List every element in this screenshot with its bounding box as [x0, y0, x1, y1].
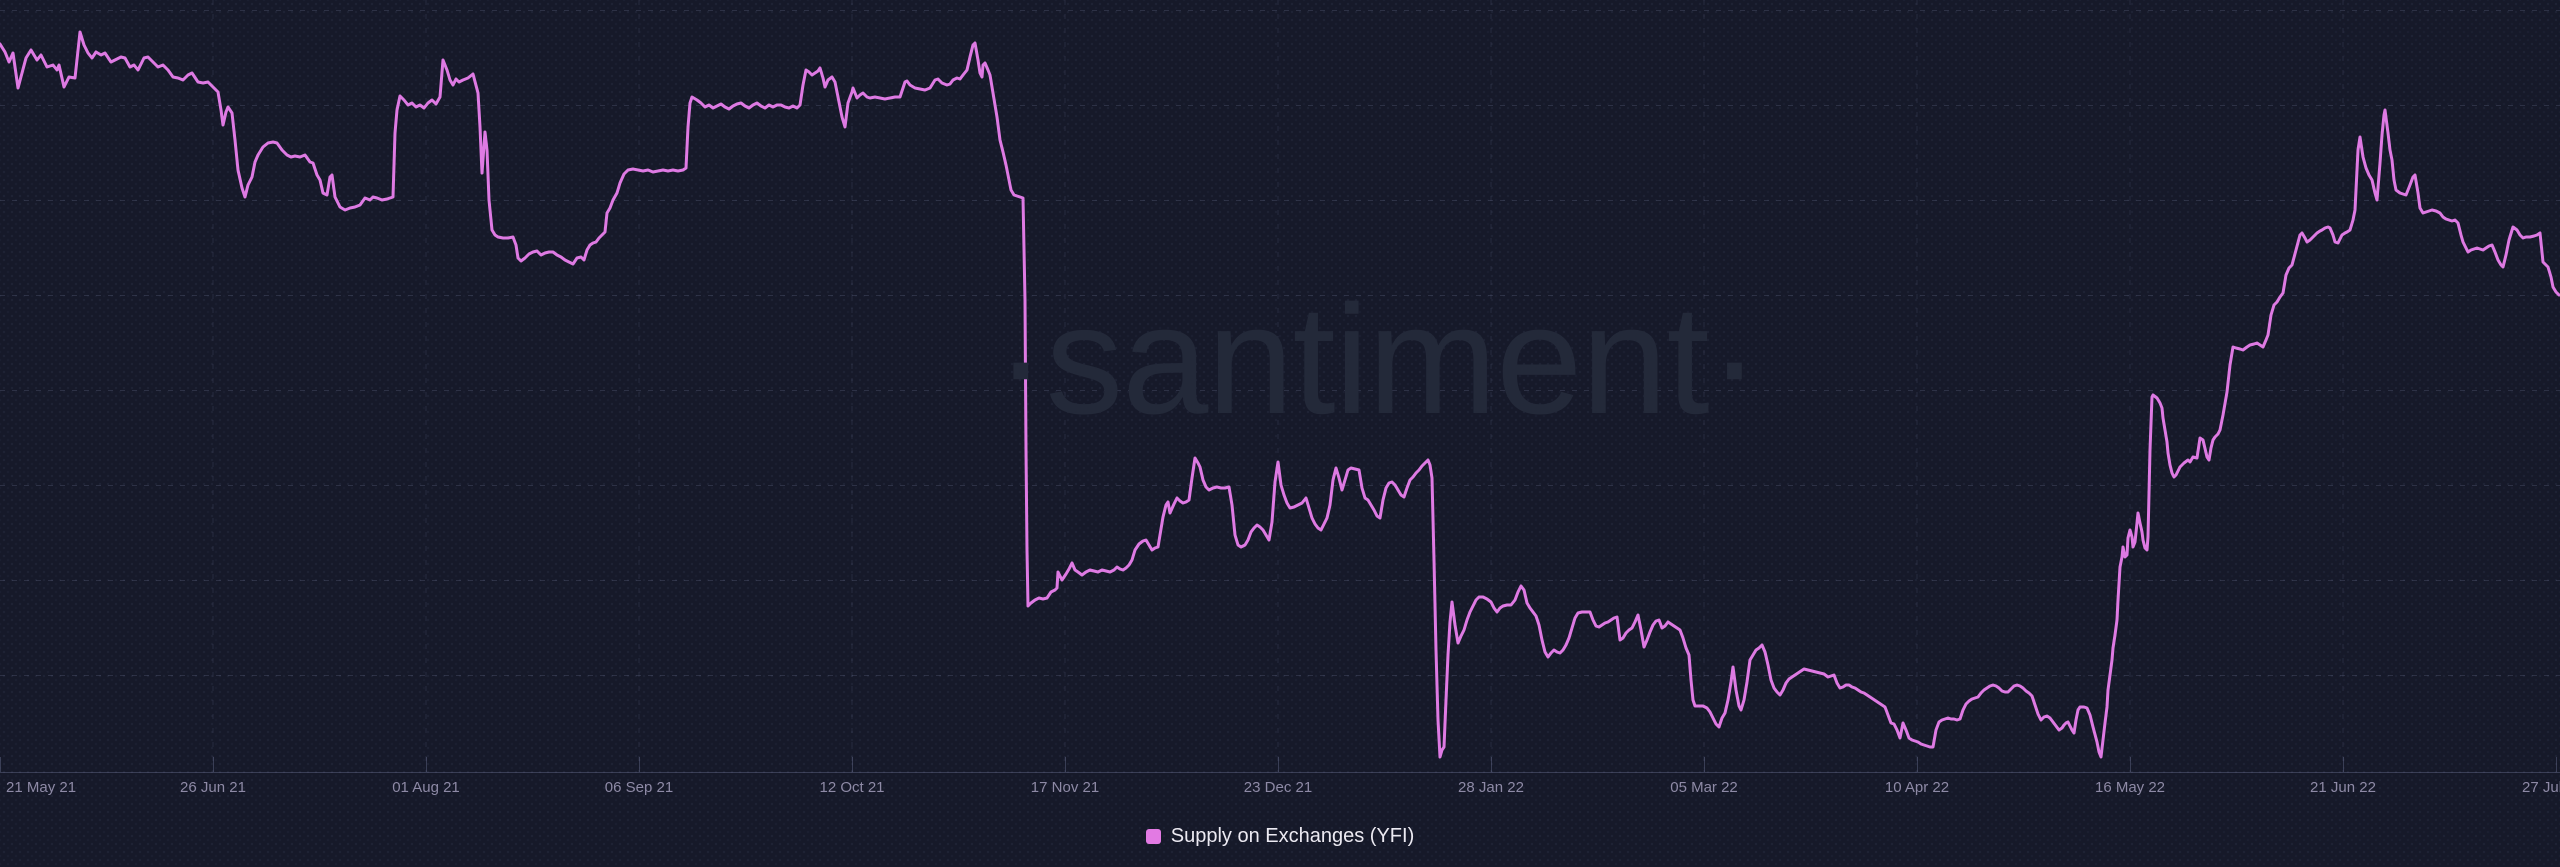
x-axis-label: 21 Jun 22 — [2310, 779, 2376, 796]
legend-item-supply-on-exchanges[interactable]: Supply on Exchanges (YFI) — [1145, 824, 1415, 848]
x-axis-label: 06 Sep 21 — [604, 779, 674, 796]
series-line-supply-on-exchanges — [0, 30, 2560, 759]
x-axis-label: 01 Aug 21 — [392, 779, 460, 796]
x-axis-label: 12 Oct 21 — [819, 779, 885, 796]
x-axis: 21 May 21 26 Jun 21 01 Aug 21 06 Sep 21 12 O… — [0, 779, 2560, 797]
x-axis-label: 26 Jun 21 — [180, 779, 246, 796]
series-swatch-icon — [1145, 828, 1161, 844]
legend-series-label: Supply on Exchanges (YFI) — [1170, 824, 1415, 847]
x-axis-label: 21 May 21 — [6, 779, 77, 796]
x-axis-label: 05 Mar 22 — [1670, 779, 1738, 796]
x-axis-label: 23 Dec 21 — [1243, 779, 1313, 796]
x-axis-label: 10 Apr 22 — [1884, 779, 1950, 796]
x-axis-label: 16 May 22 — [2094, 779, 2166, 796]
x-axis-label: 28 Jan 22 — [1458, 779, 1524, 796]
x-axis-label: 17 Nov 21 — [1030, 779, 1100, 796]
chart-legend: Supply on Exchanges (YFI) — [0, 822, 2560, 850]
x-axis-label: 27 Jul — [2522, 779, 2560, 796]
santiment-watermark: ·santiment· — [995, 273, 1760, 446]
